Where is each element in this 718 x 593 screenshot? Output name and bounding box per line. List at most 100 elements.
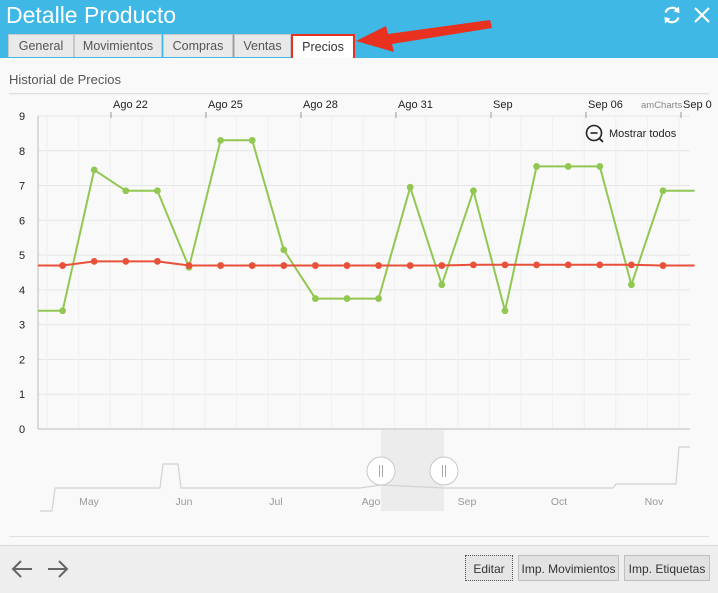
data-point [90,166,98,174]
data-point [628,261,635,269]
window-title: Detalle Producto [6,2,177,28]
data-point [659,262,667,269]
data-point [628,281,635,289]
data-point [90,257,98,265]
chart-scrollbar[interactable]: May Jun Jul Ago Sep Oct Nov [40,430,690,512]
data-point [59,307,66,315]
x-top-label: Ago 22 [113,99,148,111]
data-point [564,261,572,269]
x-top-label: Sep [493,99,513,111]
data-point [596,163,604,170]
data-point [375,262,382,269]
y-tick-label: 6 [19,215,25,227]
x-top-label: Ago 25 [208,99,243,111]
imp-etiquetas-button[interactable]: Imp. Etiquetas [624,555,710,581]
y-tick-label: 1 [19,389,25,401]
data-point [564,163,572,170]
scrollbar-label: Nov [645,496,664,508]
data-point [343,295,351,302]
y-tick-label: 3 [19,320,25,332]
scrollbar-label: Oct [551,496,567,508]
data-point [406,183,414,191]
scrollbar-label: Ago [362,496,381,508]
content-bottom-divider [9,536,709,537]
scrollbar-label: Sep [458,496,477,508]
scrollbar-labels: May Jun Jul Ago Sep Oct Nov [79,496,664,508]
y-tick-label: 2 [19,354,25,366]
data-point [217,136,225,144]
data-point [154,187,161,195]
y-tick-label: 8 [19,146,25,158]
data-point [280,262,288,269]
zoom-out-button[interactable]: Mostrar todos [585,124,677,143]
close-icon[interactable] [691,4,713,26]
footer-bar: Editar Imp. Movimientos Imp. Etiquetas [0,545,718,593]
scrollbar-label: Jul [269,496,282,508]
y-tick-label: 4 [19,285,25,297]
series-lines [38,139,695,312]
refresh-icon[interactable] [661,4,683,26]
chart-grid [9,93,709,430]
data-point [343,262,351,269]
data-point [217,262,225,269]
tab-compras[interactable]: Compras [163,34,233,57]
data-point [154,257,161,265]
data-point [533,261,540,269]
x-top-label: Sep 06 [588,99,623,111]
y-tick-label: 5 [19,250,25,262]
section-title: Historial de Precios [9,72,121,87]
data-point [59,262,66,269]
data-point [501,261,509,269]
y-tick-label: 9 [19,111,25,123]
zoom-out-label: Mostrar todos [609,128,677,140]
scrollbar-series-line [40,446,690,512]
data-point [248,262,256,269]
scrollbar-label: May [79,496,100,508]
data-point [470,261,477,269]
data-point [248,136,256,144]
x-axis-top-labels: Ago 22 Ago 25 Ago 28 Ago 31 Sep Sep 06 Sep 0 [110,99,712,118]
editar-button[interactable]: Editar [465,555,513,581]
data-point [406,262,414,269]
x-top-label: Sep 0 [683,99,712,111]
arrow-left-icon[interactable] [10,558,34,580]
series-points [59,136,667,315]
tab-ventas[interactable]: Ventas [234,34,291,57]
data-point [596,261,604,269]
series-line-0 [38,139,695,312]
tab-precios[interactable]: Precios [291,34,355,62]
tab-movimientos[interactable]: Movimientos [74,34,162,57]
x-top-label: Ago 28 [303,99,338,111]
arrow-right-icon[interactable] [46,558,70,580]
imp-movimientos-button[interactable]: Imp. Movimientos [518,555,619,581]
y-tick-label: 7 [19,181,25,193]
data-point [312,262,319,269]
y-tick-label: 0 [19,424,25,436]
y-axis-labels: 0 1 2 3 4 5 6 7 8 9 [19,111,25,436]
data-point [185,262,193,269]
data-point [438,262,446,269]
data-point [470,187,477,195]
chart-credit: amCharts [641,100,682,111]
annotation-arrow-icon [356,20,492,52]
data-point [375,295,382,302]
scrollbar-label: Jun [176,496,193,508]
price-history-chart: 0 1 2 3 4 5 6 7 8 9 Ago 22 Ago 25 Ago 28 Ago 31 Sep Se… [0,93,718,534]
data-point [438,281,446,289]
data-point [659,187,667,195]
data-point [122,187,130,195]
title-bar: Detalle Producto General Movimientos Com… [0,0,718,62]
data-point [312,295,319,302]
scrollbar-handle-right[interactable] [429,456,459,486]
scrollbar-handle-left[interactable] [366,456,396,486]
data-point [501,307,509,315]
series-line-1 [38,260,695,267]
x-top-label: Ago 31 [398,99,433,111]
data-point [533,163,540,170]
zoom-out-icon [585,124,603,142]
tab-general[interactable]: General [8,34,74,57]
chart-svg: 0 1 2 3 4 5 6 7 8 9 Ago 22 Ago 25 Ago 28 Ago 31 Sep Se… [9,93,712,512]
data-point [280,246,288,254]
data-point [122,257,130,265]
